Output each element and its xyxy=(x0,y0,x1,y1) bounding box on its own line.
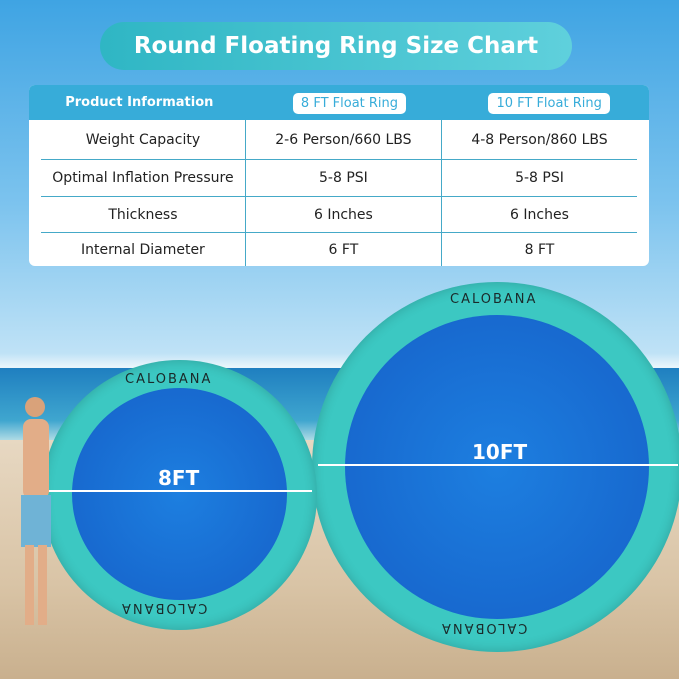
cell: 5-8 PSI xyxy=(244,160,442,196)
header-product-info: Product Information xyxy=(65,95,214,110)
ring-10ft-pool xyxy=(345,315,649,619)
person-figure xyxy=(21,397,51,625)
brand-label: CALOBANA xyxy=(440,620,528,635)
brand-label: CALOBANA xyxy=(125,372,213,387)
page-title: Round Floating Ring Size Chart xyxy=(100,22,572,70)
table-header: Product Information 8 FT Float Ring 10 F… xyxy=(29,85,649,120)
cell: 8 FT xyxy=(524,242,555,258)
ring-8ft-pool xyxy=(72,388,287,600)
table-row: Optimal Inflation Pressure 5-8 PSI 5-8 PSI xyxy=(41,160,637,197)
cell: 5-8 PSI xyxy=(515,170,564,186)
diameter-arrow xyxy=(44,490,312,492)
header-8ft: 8 FT Float Ring xyxy=(292,92,407,114)
cell: 6 FT xyxy=(244,233,442,266)
table-row: Internal Diameter 6 FT 8 FT xyxy=(41,233,637,266)
cell: 6 Inches xyxy=(510,206,569,223)
table-row: Thickness 6 Inches 6 Inches xyxy=(41,197,637,233)
cell: 2-6 Person/660 LBS xyxy=(244,120,442,159)
header-10ft: 10 FT Float Ring xyxy=(488,92,610,114)
diameter-arrow xyxy=(318,464,678,466)
size-chart-table: Product Information 8 FT Float Ring 10 F… xyxy=(29,85,649,266)
size-label-10ft: 10FT xyxy=(472,440,528,464)
table-row: Weight Capacity 2-6 Person/660 LBS 4-8 Per… xyxy=(41,120,637,160)
size-label-8ft: 8FT xyxy=(158,466,200,490)
cell: 6 Inches xyxy=(244,197,442,232)
row-label: Weight Capacity xyxy=(85,131,201,148)
cell: 4-8 Person/860 LBS xyxy=(471,131,608,148)
row-label: Internal Diameter xyxy=(81,242,205,258)
brand-label: CALOBANA xyxy=(120,600,208,615)
row-label: Thickness xyxy=(108,206,178,223)
brand-label: CALOBANA xyxy=(450,292,538,307)
row-label: Optimal Inflation Pressure xyxy=(52,170,234,186)
